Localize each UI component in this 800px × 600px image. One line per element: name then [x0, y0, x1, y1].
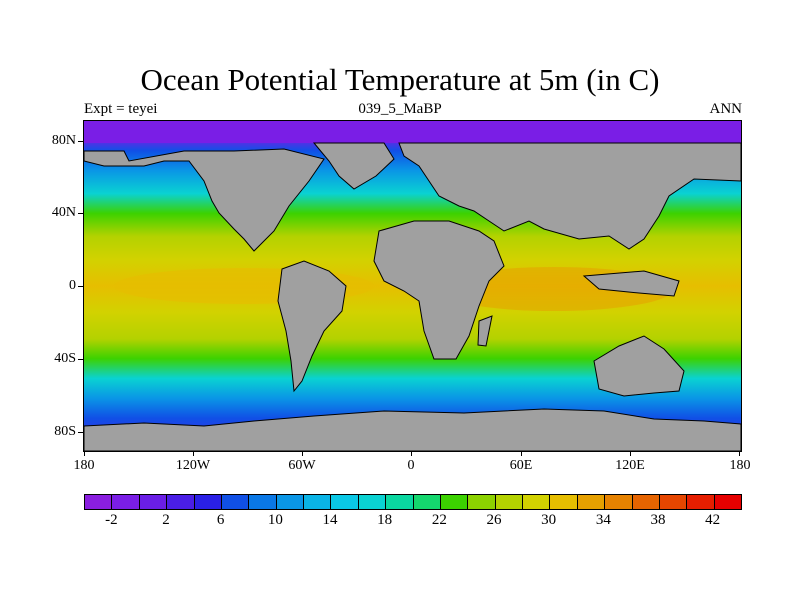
colorbar-label: -2 — [105, 512, 118, 528]
colorbar-label: 42 — [705, 512, 721, 528]
lat-label-equator: 0 — [69, 278, 76, 293]
colorbar-segment — [495, 495, 523, 509]
colorbar-segment — [276, 495, 304, 509]
colorbar-segment — [413, 495, 441, 509]
lat-tick — [78, 213, 83, 214]
colorbar-label: 22 — [431, 512, 447, 528]
colorbar-label: 14 — [322, 512, 338, 528]
colorbar-segment — [714, 495, 741, 509]
colorbar-segment — [605, 495, 633, 509]
lat-label-40s: 40S — [54, 351, 76, 366]
temperature-map — [83, 120, 742, 452]
experiment-label: Expt = teyei — [84, 101, 158, 117]
time-slice-label: 039_5_MaBP — [358, 101, 442, 117]
lon-tick — [521, 451, 522, 456]
lon-label-0: 0 — [407, 458, 415, 473]
colorbar-segment — [468, 495, 496, 509]
lon-label-180w: 180 — [73, 458, 95, 473]
colorbar-segment — [139, 495, 168, 509]
lon-label-120e: 120E — [615, 458, 645, 473]
colorbar-segment — [249, 495, 277, 509]
lon-label-60w: 60W — [288, 458, 316, 473]
season-label: ANN — [709, 101, 743, 117]
colorbar-label: 30 — [541, 512, 557, 528]
colorbar — [84, 494, 742, 510]
lon-label-180e: 180 — [729, 458, 751, 473]
lat-label-80s: 80S — [54, 424, 76, 439]
colorbar-label: 2 — [162, 512, 170, 528]
arctic-cold-band — [84, 121, 741, 143]
colorbar-segment — [331, 495, 359, 509]
colorbar-label: 38 — [650, 512, 666, 528]
colorbar-label: 26 — [486, 512, 502, 528]
colorbar-segment — [523, 495, 551, 509]
colorbar-segment — [85, 495, 113, 509]
lon-tick — [302, 451, 303, 456]
lon-label-60e: 60E — [509, 458, 533, 473]
lon-tick — [193, 451, 194, 456]
lon-label-120w: 120W — [175, 458, 211, 473]
lon-tick — [739, 451, 740, 456]
colorbar-segment — [167, 495, 195, 509]
land-north-america — [84, 148, 325, 252]
colorbar-segment — [358, 495, 387, 509]
lon-tick — [630, 451, 631, 456]
colorbar-segment — [687, 495, 715, 509]
land-australia — [593, 335, 685, 397]
colorbar-segment — [440, 495, 469, 509]
colorbar-segment — [304, 495, 332, 509]
colorbar-label: 6 — [216, 512, 225, 528]
land-indonesia — [582, 270, 680, 297]
colorbar-segment — [632, 495, 660, 509]
colorbar-segment — [112, 495, 140, 509]
colorbar-segment — [194, 495, 222, 509]
lat-tick — [78, 432, 83, 433]
lat-tick — [78, 286, 83, 287]
colorbar-segment — [550, 495, 578, 509]
lat-label-80n: 80N — [51, 133, 76, 148]
land-antarctica — [84, 408, 741, 451]
colorbar-segment — [659, 495, 688, 509]
land-greenland — [312, 142, 395, 190]
colorbar-label: 34 — [595, 512, 611, 528]
lon-tick — [411, 451, 412, 456]
colorbar-segment — [221, 495, 250, 509]
land-south-america — [277, 260, 347, 393]
lat-tick — [78, 141, 83, 142]
land-eurasia — [398, 142, 741, 250]
lat-tick — [78, 359, 83, 360]
lat-label-40n: 40N — [51, 205, 76, 220]
colorbar-label: 18 — [377, 512, 393, 528]
colorbar-label: 10 — [267, 512, 283, 528]
land-africa — [373, 220, 505, 360]
land-madagascar — [477, 315, 493, 347]
map-title: Ocean Potential Temperature at 5m (in C) — [140, 62, 660, 97]
colorbar-segment — [386, 495, 414, 509]
lon-tick — [84, 451, 85, 456]
colorbar-segment — [577, 495, 606, 509]
